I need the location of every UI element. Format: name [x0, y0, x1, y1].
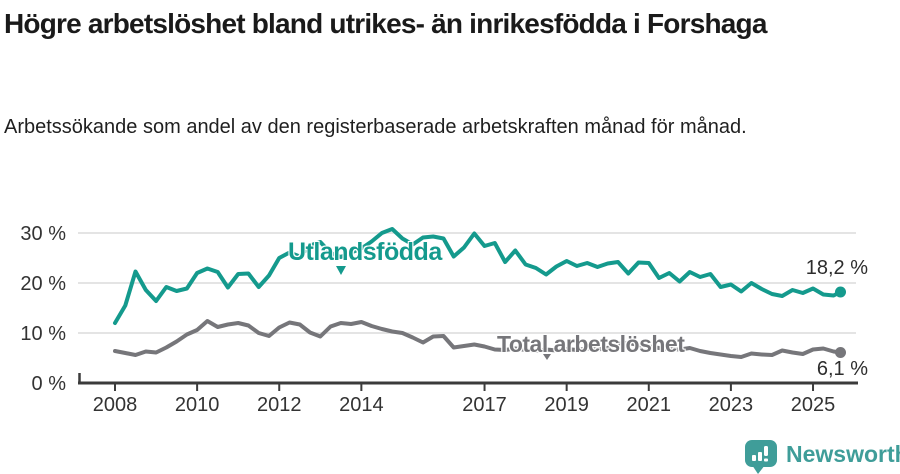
newsworthy-brand: Newsworthy: [744, 439, 900, 474]
end-value-label-total: 6,1 %: [816, 358, 868, 380]
series-line-total-arbetsloshet: [113, 319, 843, 359]
x-axis-tick-label: 2019: [544, 394, 589, 416]
y-axis-tick-label: 20 %: [20, 273, 66, 295]
x-axis-tick-label: 2021: [627, 394, 672, 416]
series-pointer-utlandsfodda-icon: [336, 266, 346, 275]
brand-name: Newsworthy: [786, 441, 900, 467]
x-axis-tick-label: 2014: [339, 394, 384, 416]
x-axis-tick-label: 2012: [257, 394, 302, 416]
x-axis-tick-label: 2023: [709, 394, 754, 416]
x-axis-tick-label: 2025: [791, 394, 836, 416]
x-axis-tick-label: 2017: [462, 394, 507, 416]
series-pointer-total-icon: [543, 354, 551, 360]
series-line-utlandsfodda: [113, 227, 843, 325]
page-subtitle: Arbetssökande som andel av den registerb…: [4, 116, 747, 138]
x-axis-tick-label: 2008: [93, 394, 138, 416]
series-end-dot-utlandsfodda: [835, 286, 846, 298]
series-end-dot-total-arbetsloshet: [835, 347, 846, 358]
end-value-label-utlandsfodda: 18,2 %: [805, 257, 868, 279]
y-axis-tick-label: 10 %: [20, 323, 66, 345]
page-title: Högre arbetslöshet bland utrikes- än inr…: [4, 8, 767, 39]
newsworthy-logo-icon: [745, 440, 777, 474]
series-label-utlandsfodda: Utlandsfödda: [288, 238, 442, 266]
y-axis-tick-label: 0 %: [32, 373, 67, 395]
x-axis-tick-label: 2010: [175, 394, 220, 416]
y-axis-tick-label: 30 %: [20, 223, 66, 245]
series-label-total-arbetsloshet: Total arbetslöshet: [497, 331, 685, 357]
